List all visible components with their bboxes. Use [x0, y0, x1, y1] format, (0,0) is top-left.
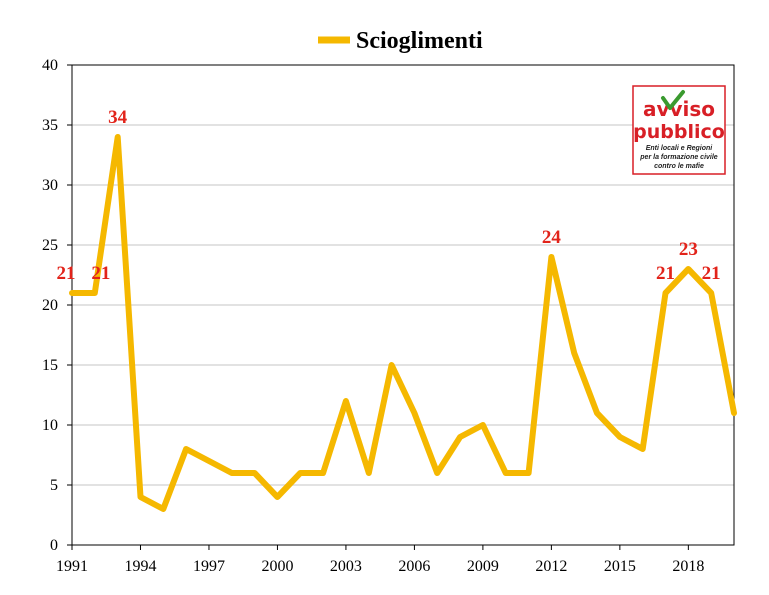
gridlines: [72, 124, 734, 486]
legend: Scioglimenti: [318, 28, 483, 54]
x-axis-ticks: 1991 1994 1997 2000 2003 2006 2009 2012 2015 2018: [56, 545, 704, 575]
x-tick-label: 2012: [535, 558, 567, 575]
x-tick-label: 2000: [261, 558, 293, 575]
data-label: 21: [57, 263, 76, 284]
logo-check-icon: [661, 90, 685, 110]
y-tick-label: 40: [42, 57, 58, 74]
y-tick-label: 0: [50, 537, 58, 554]
data-label: 21: [702, 263, 721, 284]
logo-line2: pubblico: [633, 121, 725, 143]
y-tick-label: 20: [42, 297, 58, 314]
data-label: 34: [108, 107, 128, 128]
y-tick-label: 35: [42, 117, 58, 134]
y-axis-ticks: 0 5 10 15 20 25 30 35 40: [42, 57, 72, 554]
logo-tagline2: per la formazione civile: [639, 154, 718, 161]
avviso-pubblico-logo: avviso pubblico Enti locali e Regioni pe…: [632, 85, 726, 175]
data-label: 21: [91, 263, 110, 284]
x-tick-label: 1991: [56, 558, 88, 575]
series-group: [69, 134, 737, 512]
logo-tagline1: Enti locali e Regioni: [646, 145, 714, 152]
y-tick-label: 30: [42, 177, 58, 194]
y-tick-label: 25: [42, 237, 58, 254]
series-line-scioglimenti: [69, 134, 737, 512]
data-label: 24: [542, 227, 562, 248]
x-tick-label: 1994: [124, 558, 156, 575]
x-tick-label: 2018: [672, 558, 704, 575]
data-label: 21: [656, 263, 675, 284]
legend-label: Scioglimenti: [356, 28, 483, 54]
x-tick-label: 2009: [467, 558, 499, 575]
y-tick-label: 10: [42, 417, 58, 434]
logo-line1: avviso: [643, 97, 715, 121]
x-tick-label: 2006: [398, 558, 430, 575]
y-tick-label: 5: [50, 477, 58, 494]
data-label: 23: [679, 239, 698, 260]
logo-tagline3: contro le mafie: [654, 163, 704, 170]
x-tick-label: 2015: [604, 558, 636, 575]
x-tick-label: 1997: [193, 558, 225, 575]
x-tick-label: 2003: [330, 558, 362, 575]
y-tick-label: 15: [42, 357, 58, 374]
